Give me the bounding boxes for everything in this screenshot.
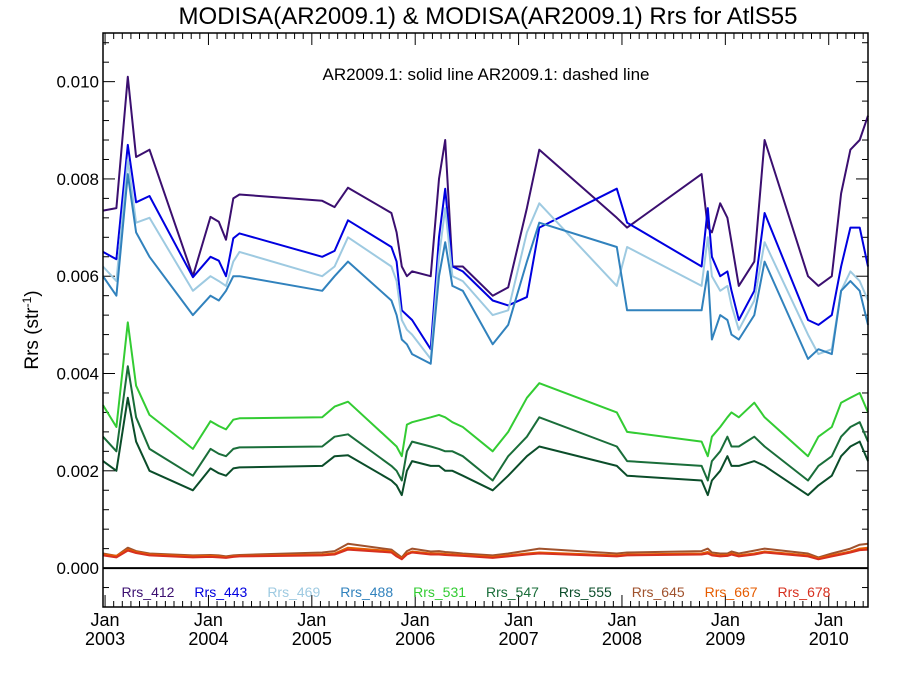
series-line-rrs_555 [102, 396, 869, 497]
legend-label-rrs_667: Rrs_667 [705, 584, 758, 600]
x-tick-month: Jan [711, 610, 740, 630]
y-tick-label: 0.008 [56, 170, 99, 189]
x-tick-month: Jan [607, 610, 636, 630]
series-lines [102, 75, 869, 561]
x-tick-year: 2003 [85, 629, 125, 649]
y-tick-label: 0.006 [56, 267, 99, 286]
series-line-rrs_488 [102, 173, 869, 365]
y-axis-label-superscript: -1 [20, 296, 34, 307]
x-tick-year: 2006 [395, 629, 435, 649]
legend-label-rrs_488: Rrs_488 [340, 584, 393, 600]
legend-label-rrs_547: Rrs_547 [486, 584, 539, 600]
x-tick-month: Jan [297, 610, 326, 630]
x-tick-year: 2005 [292, 629, 332, 649]
x-tick-month: Jan [401, 610, 430, 630]
series-line-rrs_412 [102, 75, 869, 297]
legend-label-rrs_531: Rrs_531 [413, 584, 466, 600]
x-tick-year: 2010 [809, 629, 849, 649]
series-line-rrs_469 [102, 158, 869, 360]
y-tick-label: 0.010 [56, 73, 99, 92]
legend-label-rrs_645: Rrs_645 [632, 584, 685, 600]
x-tick-year: 2008 [602, 629, 642, 649]
x-tick-year: 2004 [188, 629, 228, 649]
y-tick-label: 0.002 [56, 462, 99, 481]
chart-annotation: AR2009.1: solid line AR2009.1: dashed li… [322, 65, 649, 84]
legend-label-rrs_678: Rrs_678 [778, 584, 831, 600]
y-tick-label: 0.004 [56, 365, 99, 384]
axis-ticks [103, 33, 868, 607]
y-axis-label: Rrs (str-1) [20, 290, 43, 369]
y-axis-label-close: ) [22, 290, 43, 296]
x-tick-month: Jan [194, 610, 223, 630]
chart-title: MODISA(AR2009.1) & MODISA(AR2009.1) Rrs … [179, 3, 798, 30]
plot-frame [102, 32, 869, 608]
x-tick-month: Jan [91, 610, 120, 630]
series-line-rrs_678 [102, 548, 869, 561]
series-line-rrs_443 [102, 143, 869, 351]
legend-label-rrs_555: Rrs_555 [559, 584, 612, 600]
y-tick-labels: 0.000 0.002 0.004 0.006 0.008 0.010 [56, 73, 99, 578]
legend-label-rrs_412: Rrs_412 [122, 584, 175, 600]
x-tick-year: 2009 [705, 629, 745, 649]
legend: Rrs_412 Rrs_443 Rrs_469 Rrs_488 Rrs_531 Rrs_5… [122, 584, 831, 600]
x-tick-month: Jan [504, 610, 533, 630]
legend-label-rrs_469: Rrs_469 [267, 584, 320, 600]
series-line-rrs_547 [102, 365, 869, 482]
series-line-rrs_531 [102, 321, 869, 458]
legend-label-rrs_443: Rrs_443 [194, 584, 247, 600]
x-tick-labels: Jan2003Jan2004Jan2005Jan2006Jan2007Jan20… [85, 610, 849, 649]
y-tick-label: 0.000 [56, 559, 99, 578]
x-tick-month: Jan [814, 610, 843, 630]
y-axis-label-text: Rrs (str [22, 307, 43, 370]
x-tick-year: 2007 [499, 629, 539, 649]
